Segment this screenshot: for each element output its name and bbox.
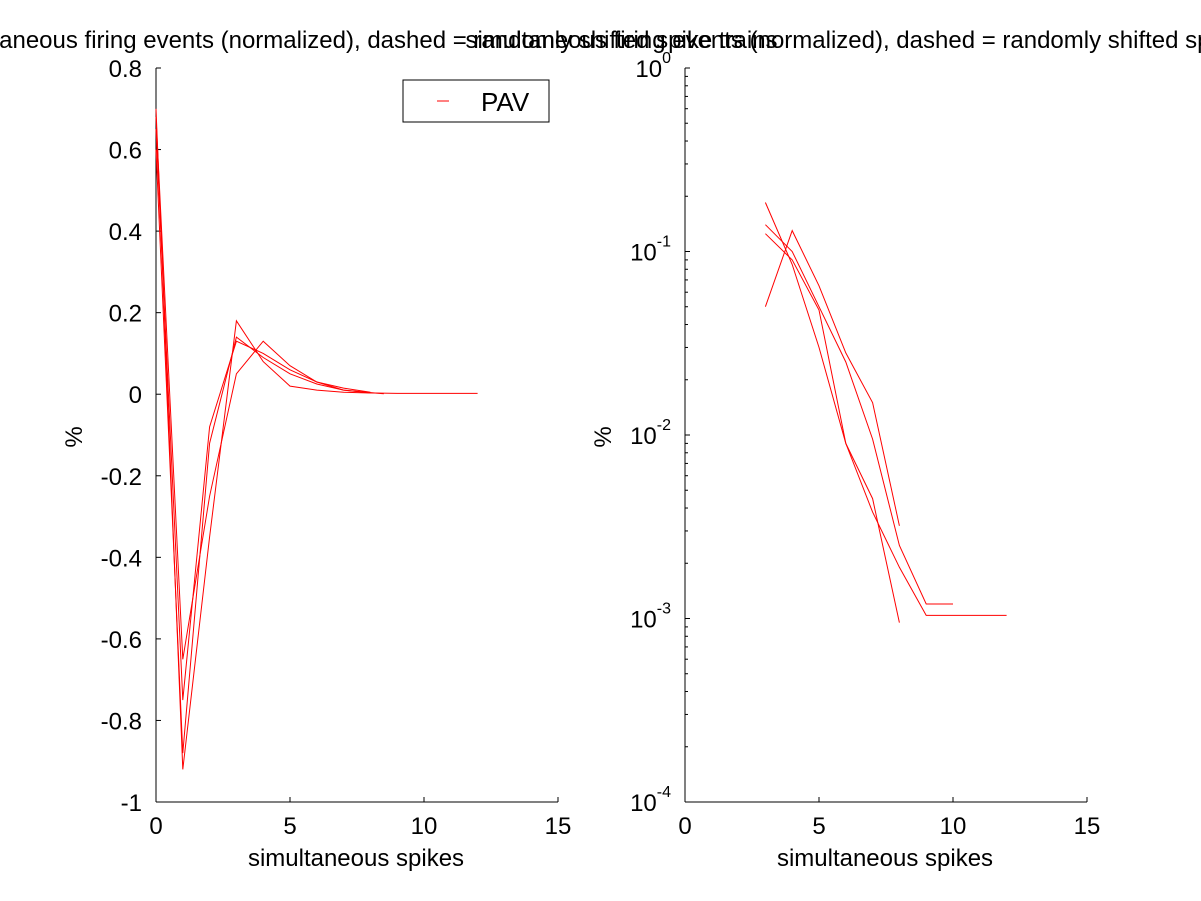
series-line-right-3 <box>765 233 1007 616</box>
y-axis-label-left: % <box>61 426 88 447</box>
series-line-left-1 <box>155 108 478 770</box>
y-tick-label: 0 <box>129 382 142 409</box>
y-tick-label: 0.4 <box>109 219 142 246</box>
x-tick-label: 10 <box>940 813 967 840</box>
chart-title-left: simultaneous firing events (normalized),… <box>0 27 778 54</box>
x-tick-label: 5 <box>812 813 825 840</box>
series-line-left-3 <box>155 149 371 754</box>
legend-label-pav: PAV <box>481 87 530 117</box>
y-tick-label: -0.6 <box>101 627 142 654</box>
series-line-left-4 <box>155 116 384 660</box>
chart-right: 0 5 10 15 10-4 10-3 10-2 10-1 100 <box>630 50 1100 840</box>
y-tick-label: 10-1 <box>630 234 671 267</box>
y-tick-label: -0.4 <box>101 545 142 572</box>
chart-title-right: simultaneous firing events (normalized),… <box>465 27 1201 54</box>
x-tick-label: 10 <box>411 813 438 840</box>
x-tick-label: 15 <box>1074 813 1101 840</box>
y-axis-label-right: % <box>590 426 617 447</box>
y-tick-label: -0.8 <box>101 708 142 735</box>
chart-left: 0 5 10 15 -1 -0.8 -0.6 -0.4 -0.2 0 0.2 0.4 0.6 0.8 <box>101 56 572 840</box>
y-tick-label: 10-2 <box>630 417 671 450</box>
y-tick-label: 10-4 <box>630 784 671 817</box>
x-axis-label-right: simultaneous spikes <box>777 845 993 872</box>
legend: PAV <box>402 79 550 123</box>
y-tick-label: -1 <box>121 790 142 817</box>
y-tick-label: 100 <box>635 50 671 83</box>
series-line-left-2 <box>155 129 371 701</box>
x-tick-label: 15 <box>545 813 572 840</box>
x-tick-label: 5 <box>283 813 296 840</box>
y-tick-label: 0.6 <box>109 138 142 165</box>
y-tick-label: 0.8 <box>109 56 142 83</box>
x-tick-label: 0 <box>678 813 691 840</box>
x-tick-label: 0 <box>149 813 162 840</box>
legend-box <box>402 79 550 123</box>
x-axis-label-left: simultaneous spikes <box>248 845 464 872</box>
series-line-right-4 <box>764 229 900 526</box>
y-tick-label: 0.2 <box>109 301 142 328</box>
series-line-right-2 <box>765 224 953 605</box>
y-tick-label: -0.2 <box>101 464 142 491</box>
y-tick-label: 10-3 <box>630 601 671 634</box>
series-line-right-1 <box>764 202 900 623</box>
